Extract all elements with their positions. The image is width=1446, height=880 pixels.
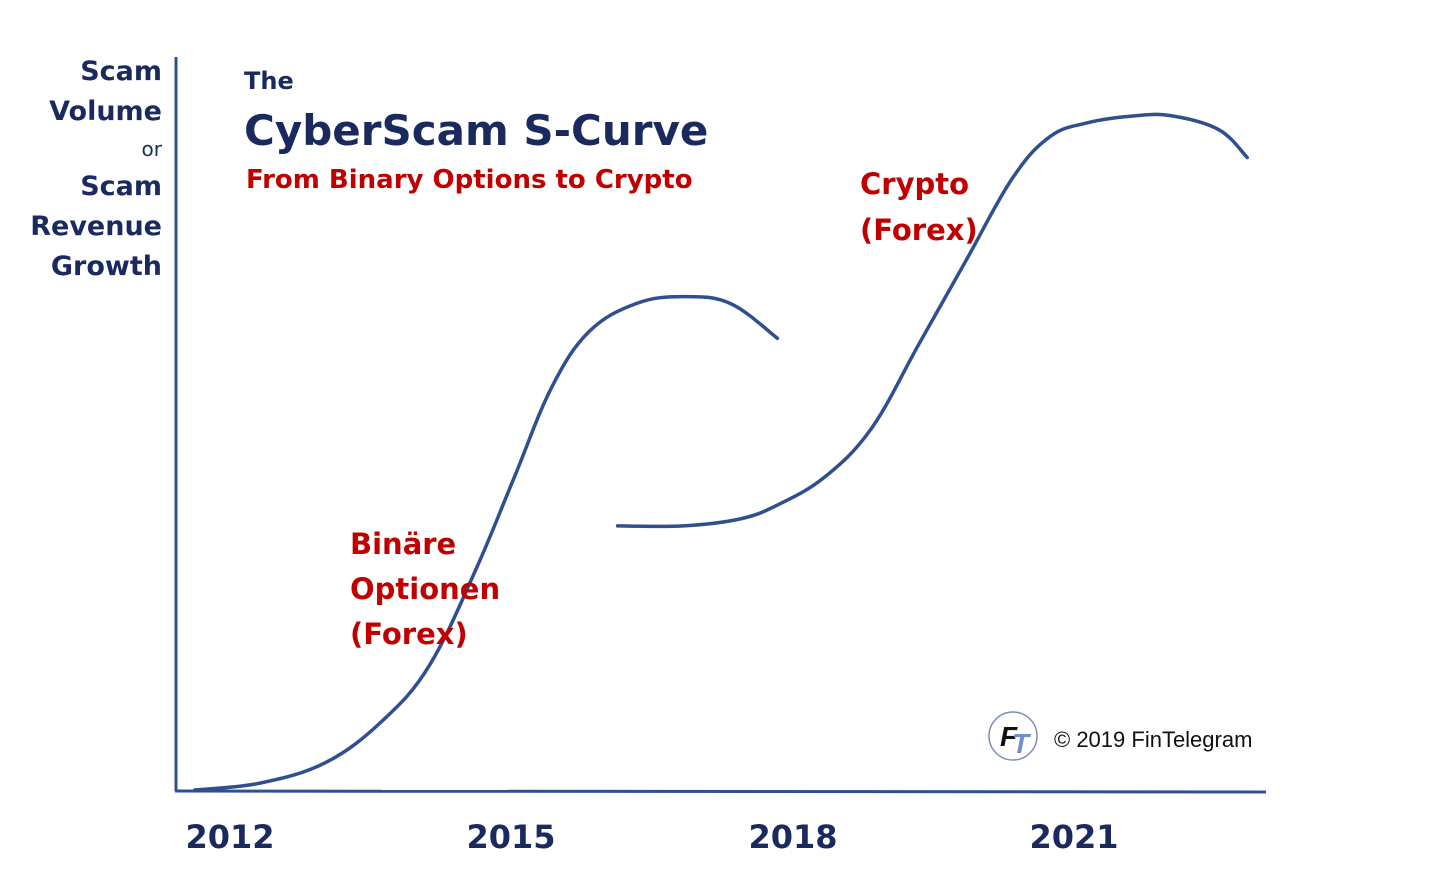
y-axis-label-line: Revenue: [30, 211, 162, 242]
x-tick-label: 2021: [1029, 818, 1118, 856]
y-axis-label: Scam Volume or Scam Revenue Growth: [30, 56, 163, 282]
annotation-line: Binäre: [350, 527, 456, 561]
chart-title-prefix: The: [244, 67, 294, 95]
fintelegram-logo: F T: [988, 711, 1038, 761]
annotation-crypto: Crypto (Forex): [860, 167, 978, 247]
x-tick-label: 2015: [466, 818, 555, 856]
series-layer: [193, 112, 1249, 792]
chart-subtitle: From Binary Options to Crypto: [246, 165, 693, 195]
annotation-line: (Forex): [860, 213, 978, 247]
y-axis-label-line: Scam: [80, 56, 162, 87]
logo-circle: [988, 711, 1038, 761]
y-axis-label-or: or: [142, 137, 163, 161]
y-axis-label-line: Growth: [51, 251, 162, 282]
x-tick-label: 2018: [748, 818, 837, 856]
y-axis-label-line: Volume: [49, 96, 162, 127]
series-line-1: [193, 294, 780, 792]
annotation-line: Crypto: [860, 167, 969, 201]
x-axis-ticks: 2012 2015 2018 2021: [185, 818, 1118, 856]
annotation-line: (Forex): [350, 617, 468, 651]
chart-title: CyberScam S-Curve: [244, 106, 708, 155]
copyright-credit: © 2019 FinTelegram: [1054, 727, 1252, 752]
series-line-2: [615, 112, 1249, 529]
y-axis-label-line: Scam: [80, 171, 162, 202]
logo-letter-t: T: [1012, 728, 1032, 759]
x-tick-label: 2012: [185, 818, 274, 856]
annotation-line: Optionen: [350, 572, 500, 606]
logo-letter-f: F: [1000, 721, 1018, 752]
x-axis-line: [174, 789, 1267, 794]
annotation-binary-options: Binäre Optionen (Forex): [350, 527, 500, 651]
